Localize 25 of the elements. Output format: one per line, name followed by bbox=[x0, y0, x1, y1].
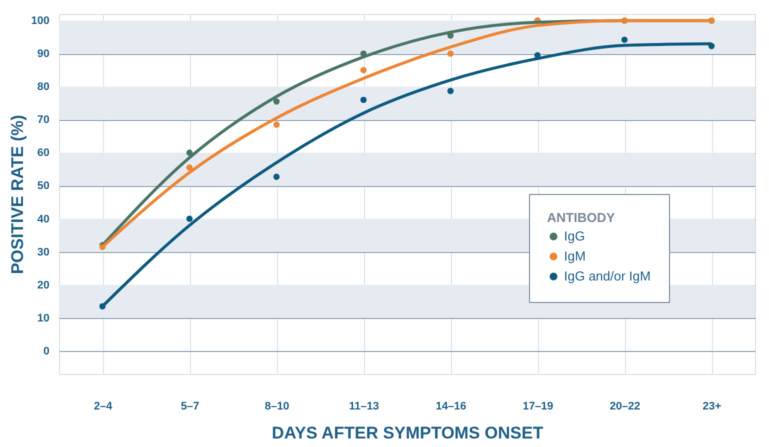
legend-label: IgG bbox=[564, 228, 585, 244]
y-axis-title: POSITIVE RATE (%) bbox=[8, 114, 28, 274]
legend-title: ANTIBODY bbox=[547, 210, 616, 225]
y-tick-label: 60 bbox=[37, 147, 50, 160]
legend-label: IgM bbox=[564, 248, 586, 264]
y-tick-label: 90 bbox=[37, 48, 50, 60]
x-tick-label: 23+ bbox=[702, 400, 722, 412]
y-tick-label: 0 bbox=[43, 345, 50, 358]
legend-label: IgG and/or IgM bbox=[564, 268, 651, 284]
x-axis-title: DAYS AFTER SYMPTOMS ONSET bbox=[272, 424, 544, 442]
x-tick-label: 5–7 bbox=[180, 400, 200, 412]
x-tick-label: 20–22 bbox=[610, 400, 640, 412]
y-tick-label: 20 bbox=[37, 279, 50, 292]
y-tick-label: 100 bbox=[31, 15, 50, 28]
y-tick-label: 80 bbox=[37, 81, 50, 94]
x-tick-label: 14–16 bbox=[436, 400, 466, 412]
y-tick-label: 10 bbox=[37, 312, 50, 324]
y-tick-label: 30 bbox=[37, 246, 50, 258]
y-tick-label: 50 bbox=[37, 180, 50, 192]
x-tick-label: 2–4 bbox=[94, 400, 114, 412]
x-tick-label: 11–13 bbox=[349, 400, 379, 412]
y-tick-label: 40 bbox=[37, 213, 50, 226]
y-tick-label: 70 bbox=[37, 114, 50, 126]
x-tick-label: 17–19 bbox=[522, 400, 554, 412]
x-tick-label: 8–10 bbox=[264, 400, 290, 412]
